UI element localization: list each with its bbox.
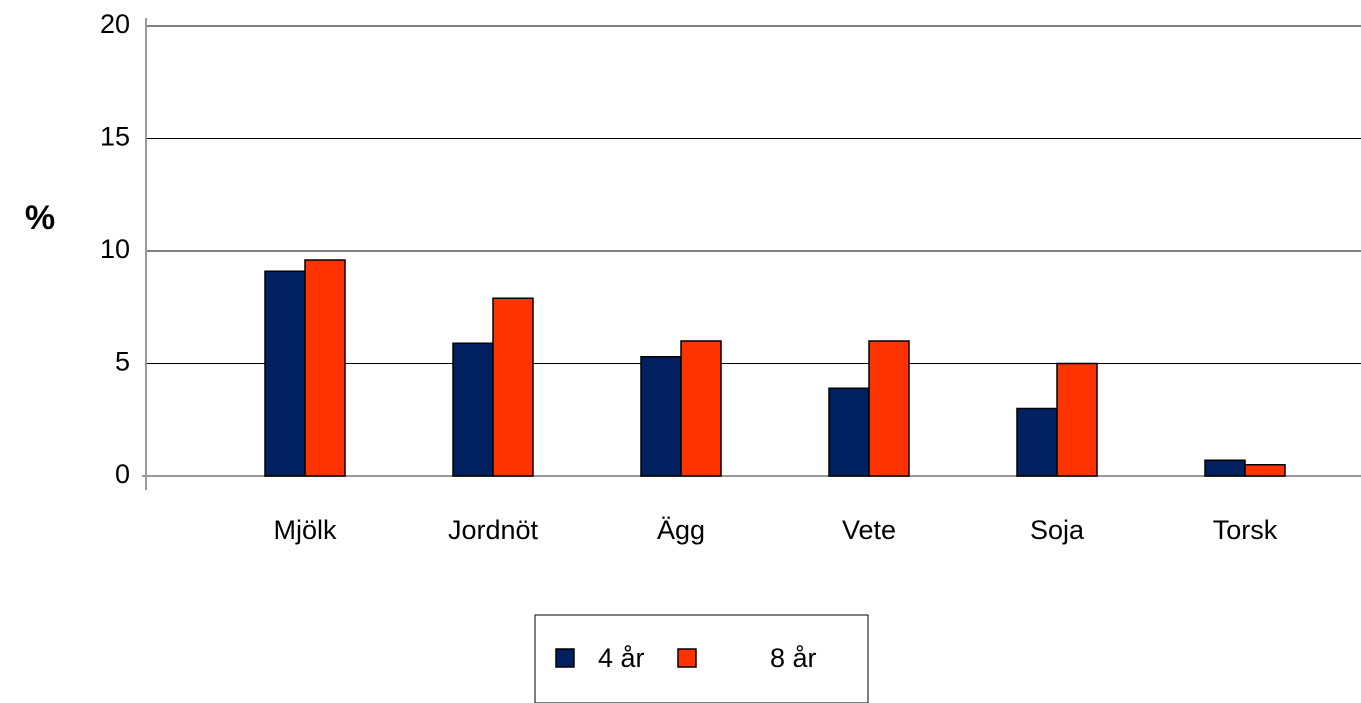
- bar: [1016, 407, 1058, 477]
- y-tick-label: 10: [100, 234, 130, 264]
- bar: [1244, 464, 1286, 477]
- bar: [452, 342, 494, 477]
- bar: [680, 340, 722, 477]
- y-tick-label: 15: [100, 122, 130, 152]
- bar: [492, 297, 534, 477]
- y-tick-label: 20: [100, 9, 130, 39]
- x-tick-label: Soja: [1030, 515, 1085, 545]
- bar: [1056, 362, 1098, 477]
- bar: [264, 270, 306, 477]
- y-axis-label: %: [25, 199, 55, 237]
- legend-swatch: [677, 648, 697, 668]
- x-tick-label: Torsk: [1213, 515, 1278, 545]
- bar: [640, 356, 682, 477]
- bar: [828, 387, 870, 477]
- bar: [1204, 459, 1246, 477]
- bar: [868, 340, 910, 477]
- legend-swatch: [555, 648, 575, 668]
- bar: [304, 259, 346, 477]
- x-tick-label: Mjölk: [273, 515, 337, 545]
- y-tick-label: 0: [115, 459, 130, 489]
- y-tick-label: 5: [115, 347, 130, 377]
- legend-label: 4 år: [598, 643, 645, 673]
- x-tick-label: Ägg: [657, 515, 705, 545]
- x-tick-label: Jordnöt: [448, 515, 539, 545]
- legend-label: 8 år: [770, 643, 817, 673]
- legend-box: [534, 614, 869, 703]
- x-tick-label: Vete: [842, 515, 896, 545]
